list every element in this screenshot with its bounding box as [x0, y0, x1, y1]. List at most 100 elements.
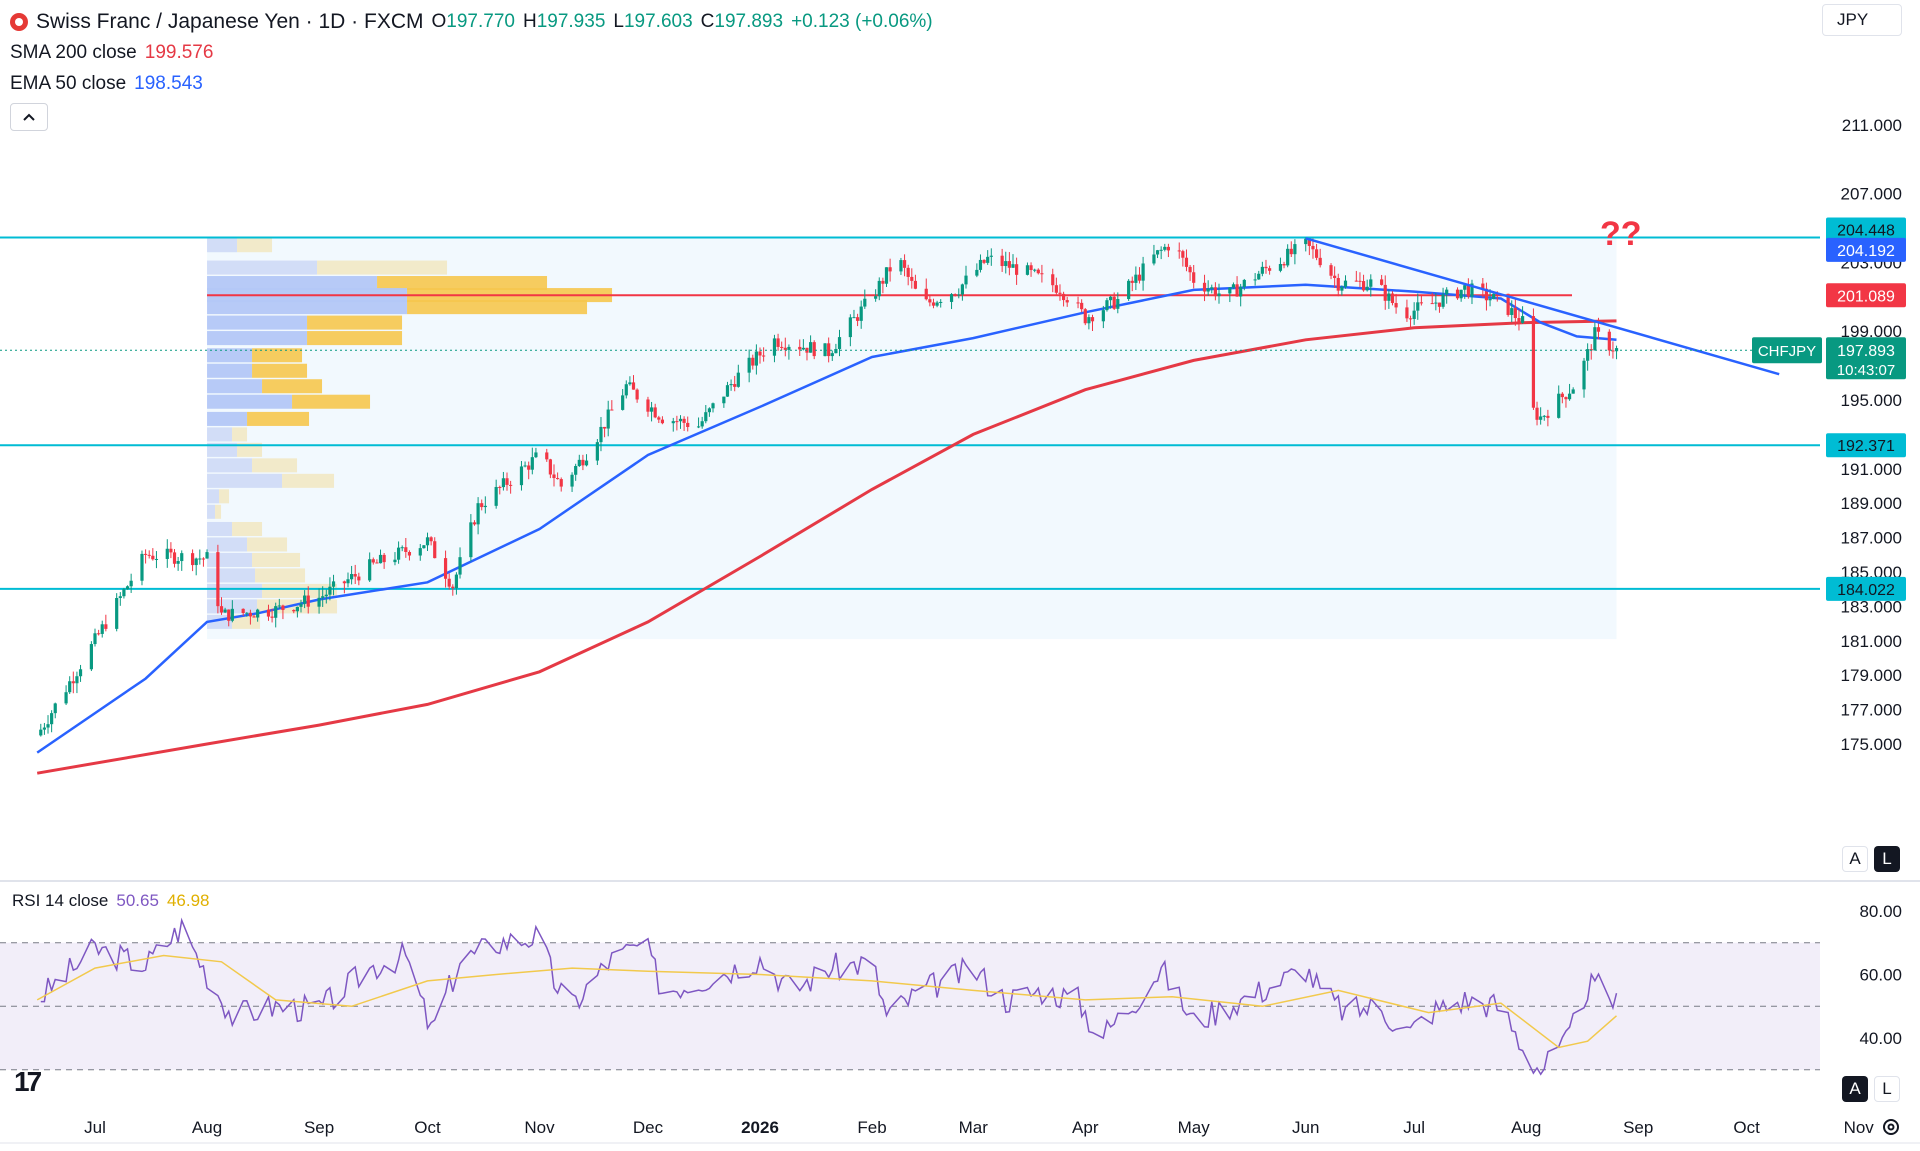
candle-body — [989, 255, 993, 257]
candle — [1181, 249, 1185, 267]
legend-ema-row[interactable]: EMA 50 close 198.543 — [10, 68, 933, 99]
candle-body — [834, 348, 838, 354]
candle-body — [852, 317, 856, 319]
candle — [274, 602, 278, 628]
volume-profile-bar-down — [255, 568, 306, 583]
candle — [194, 557, 198, 576]
volume-profile-bar-up — [207, 348, 253, 363]
level-price-tag: 201.089 — [1837, 288, 1895, 305]
symbol-title[interactable]: Swiss Franc / Japanese Yen · 1D · FXCM — [36, 9, 424, 33]
candle-body — [552, 474, 556, 479]
volume-profile-bar-down — [237, 238, 273, 253]
candle — [1513, 299, 1517, 326]
candle-body — [581, 459, 585, 466]
candle — [1318, 248, 1322, 268]
candle — [1116, 292, 1120, 314]
candle — [606, 400, 610, 437]
question-annotation: ?? — [1600, 215, 1642, 253]
gear-icon[interactable] — [1880, 1116, 1902, 1138]
candle-body — [1105, 300, 1109, 311]
candle-body — [122, 589, 126, 597]
candle-body — [711, 403, 715, 409]
candle-body — [71, 681, 75, 684]
candle-body — [378, 554, 383, 564]
candle-body — [1040, 273, 1044, 275]
candle-body — [1304, 238, 1308, 245]
candle — [223, 607, 227, 613]
candle — [1130, 276, 1134, 292]
candle-body — [42, 727, 47, 730]
candle — [559, 477, 563, 492]
candle-body — [498, 486, 502, 488]
candle — [75, 671, 79, 694]
candle-body — [368, 559, 372, 581]
candle-body — [1593, 327, 1597, 351]
volume-profile-bar-down — [219, 489, 230, 504]
candle — [454, 572, 459, 595]
candle-body — [964, 275, 968, 285]
candle — [346, 572, 350, 588]
candle — [1304, 237, 1308, 252]
candle — [725, 381, 730, 397]
candle — [483, 496, 487, 514]
candle-body — [606, 409, 610, 429]
volume-profile-bar-up — [207, 276, 378, 291]
rsi-ma-value: 46.98 — [166, 891, 210, 910]
candle — [1141, 256, 1145, 291]
candle — [39, 723, 43, 737]
collapse-legend-button[interactable] — [10, 103, 48, 131]
candle — [1492, 293, 1496, 300]
candle — [321, 586, 325, 607]
tradingview-logo[interactable]: 17 — [14, 1066, 42, 1097]
candle — [874, 289, 878, 302]
volume-profile-bar-down — [262, 583, 338, 598]
candle-body — [798, 346, 802, 350]
rsi-auto-scale-button[interactable]: A — [1842, 1076, 1868, 1102]
candle-body — [407, 551, 412, 556]
x-axis-tick: Nov — [1844, 1118, 1875, 1137]
candle-body — [425, 537, 430, 546]
rsi-legend[interactable]: RSI 14 close 50.65 46.98 — [12, 891, 209, 911]
volume-profile-bar-up — [207, 473, 283, 488]
candle — [1340, 285, 1344, 296]
candle — [653, 403, 657, 419]
candle — [494, 479, 498, 509]
candle — [1531, 308, 1536, 410]
candle — [830, 350, 834, 361]
candle — [595, 438, 599, 466]
candle — [176, 556, 180, 571]
candle-body — [505, 478, 509, 485]
rsi-line — [40, 917, 1618, 1076]
candle — [172, 549, 177, 568]
candle-body — [295, 606, 299, 612]
volume-profile-bar-up — [207, 260, 318, 275]
candle — [1025, 262, 1030, 276]
candle-body — [1011, 264, 1015, 268]
candle-body — [1481, 283, 1485, 289]
candle — [519, 461, 524, 491]
candle-body — [1025, 265, 1030, 275]
candle-body — [527, 465, 531, 470]
legend-sma-row[interactable]: SMA 200 close 199.576 — [10, 37, 933, 68]
currency-selector[interactable]: JPY — [1822, 4, 1902, 36]
candle-body — [1361, 281, 1366, 291]
candle — [104, 614, 108, 632]
candle — [552, 464, 556, 487]
candle — [1192, 264, 1196, 289]
candle — [523, 461, 527, 468]
log-scale-button[interactable]: L — [1874, 846, 1900, 872]
rsi-value: 50.65 — [116, 891, 159, 910]
x-axis-tick: Jul — [84, 1118, 106, 1137]
level-price-tag: 184.022 — [1837, 582, 1895, 599]
candle-body — [570, 474, 574, 487]
y-axis-tick: 181.000 — [1841, 632, 1902, 651]
candle-body — [1177, 250, 1181, 252]
x-axis-tick: Oct — [414, 1118, 441, 1137]
rsi-log-scale-button[interactable]: L — [1874, 1076, 1900, 1102]
candle-body — [1441, 294, 1445, 307]
candle — [1083, 307, 1087, 326]
candle — [935, 300, 939, 308]
candle — [1470, 279, 1474, 305]
auto-scale-button[interactable]: A — [1842, 846, 1868, 872]
